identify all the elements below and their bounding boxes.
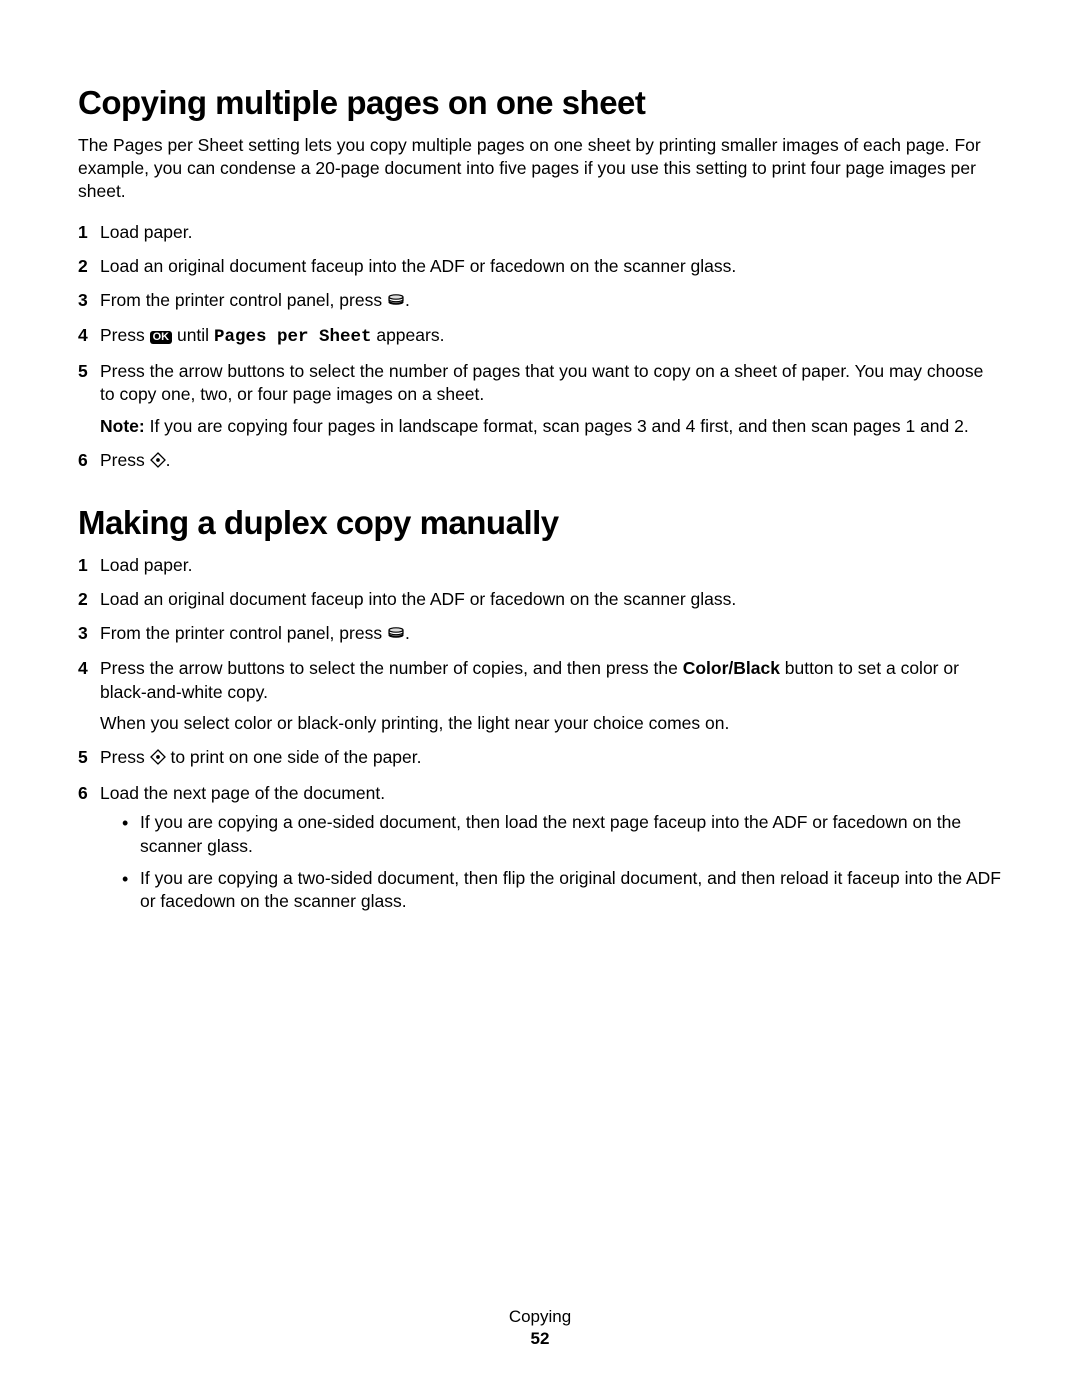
list-item: 1 Load paper.	[78, 554, 1002, 578]
page-footer: Copying 52	[0, 1307, 1080, 1349]
text-fragment: .	[405, 623, 410, 643]
list-item: 3 From the printer control panel, press …	[78, 289, 1002, 315]
text-fragment: Press	[100, 450, 150, 470]
copy-stack-icon	[387, 291, 405, 315]
text-fragment: Press the arrow buttons to select the nu…	[100, 361, 983, 405]
text-fragment: From the printer control panel, press	[100, 290, 387, 310]
list-item: 5 Press the arrow buttons to select the …	[78, 360, 1002, 439]
step-body: From the printer control panel, press .	[100, 622, 1002, 648]
step-note: Note: If you are copying four pages in l…	[100, 415, 1002, 439]
step-body: Load the next page of the document. If y…	[100, 782, 1002, 922]
step-number: 6	[78, 449, 100, 473]
section1-steps: 1 Load paper. 2 Load an original documen…	[78, 221, 1002, 474]
step-body: Load an original document faceup into th…	[100, 255, 1002, 279]
section1-heading: Copying multiple pages on one sheet	[78, 84, 1002, 122]
text-fragment: Press the arrow buttons to select the nu…	[100, 658, 683, 678]
start-diamond-icon	[150, 451, 166, 475]
text-fragment: From the printer control panel, press	[100, 623, 387, 643]
note-text: If you are copying four pages in landsca…	[145, 416, 969, 436]
list-item: 4 Press OK until Pages per Sheet appears…	[78, 324, 1002, 350]
step-extra-line: When you select color or black-only prin…	[100, 712, 1002, 736]
list-item: 2 Load an original document faceup into …	[78, 255, 1002, 279]
text-fragment: appears.	[371, 325, 444, 345]
list-item: 4 Press the arrow buttons to select the …	[78, 657, 1002, 736]
step-body: Press the arrow buttons to select the nu…	[100, 360, 1002, 439]
step-number: 5	[78, 746, 100, 770]
step-number: 4	[78, 324, 100, 348]
step-body: Press the arrow buttons to select the nu…	[100, 657, 1002, 736]
step-number: 6	[78, 782, 100, 806]
section2-heading: Making a duplex copy manually	[78, 504, 1002, 542]
footer-page-number: 52	[0, 1329, 1080, 1349]
step-body: Load paper.	[100, 554, 1002, 578]
list-item: 1 Load paper.	[78, 221, 1002, 245]
bold-text: Color/Black	[683, 658, 780, 678]
step-body: Load paper.	[100, 221, 1002, 245]
list-item: 2 Load an original document faceup into …	[78, 588, 1002, 612]
list-item: 6 Load the next page of the document. If…	[78, 782, 1002, 922]
ok-button-icon: OK	[150, 331, 173, 344]
list-item: 5 Press to print on one side of the pape…	[78, 746, 1002, 772]
text-fragment: until	[172, 325, 214, 345]
text-fragment: .	[166, 450, 171, 470]
section1-intro: The Pages per Sheet setting lets you cop…	[78, 134, 1002, 203]
step-number: 3	[78, 622, 100, 646]
bullet-item: If you are copying a one-sided document,…	[122, 811, 1002, 858]
step-number: 1	[78, 554, 100, 578]
step-number: 5	[78, 360, 100, 384]
note-label: Note:	[100, 416, 145, 436]
start-diamond-icon	[150, 748, 166, 772]
section2-steps: 1 Load paper. 2 Load an original documen…	[78, 554, 1002, 922]
text-fragment: to print on one side of the paper.	[166, 747, 422, 767]
list-item: 6 Press .	[78, 449, 1002, 475]
text-fragment: Load the next page of the document.	[100, 783, 385, 803]
step-number: 2	[78, 588, 100, 612]
text-fragment: Press	[100, 747, 150, 767]
step-number: 3	[78, 289, 100, 313]
ui-label: Pages per Sheet	[214, 327, 372, 347]
copy-stack-icon	[387, 624, 405, 648]
text-fragment: .	[405, 290, 410, 310]
step-body: Press .	[100, 449, 1002, 475]
text-fragment: Press	[100, 325, 150, 345]
bullet-item: If you are copying a two-sided document,…	[122, 867, 1002, 914]
step-body: Load an original document faceup into th…	[100, 588, 1002, 612]
document-page: Copying multiple pages on one sheet The …	[0, 0, 1080, 1397]
step-number: 4	[78, 657, 100, 681]
step-body: From the printer control panel, press .	[100, 289, 1002, 315]
sub-bullets: If you are copying a one-sided document,…	[122, 811, 1002, 914]
step-body: Press to print on one side of the paper.	[100, 746, 1002, 772]
step-number: 2	[78, 255, 100, 279]
list-item: 3 From the printer control panel, press …	[78, 622, 1002, 648]
step-number: 1	[78, 221, 100, 245]
footer-chapter: Copying	[0, 1307, 1080, 1327]
step-body: Press OK until Pages per Sheet appears.	[100, 324, 1002, 350]
